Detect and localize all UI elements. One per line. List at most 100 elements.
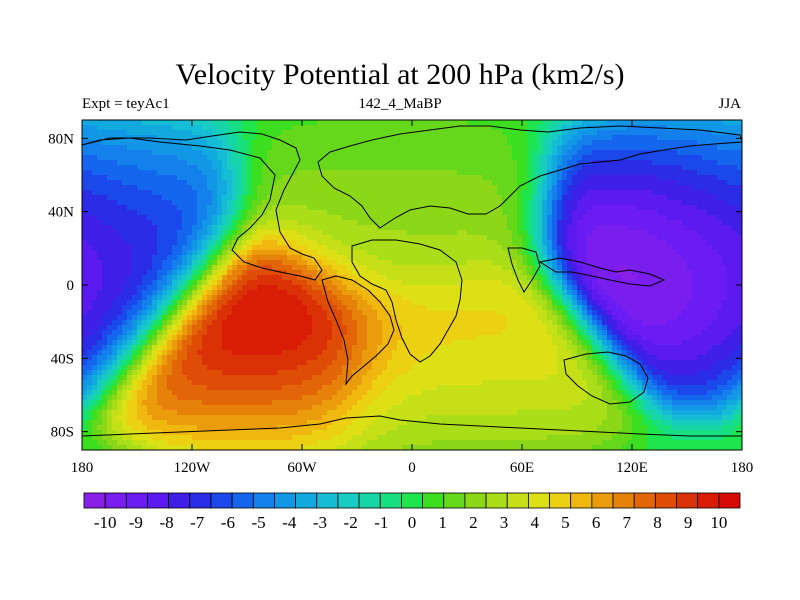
field-cell [397,360,403,366]
field-cell [247,275,253,281]
field-cell [92,300,98,306]
field-cell [227,170,233,176]
field-cell [182,145,188,151]
field-cell [437,140,443,146]
field-cell [372,400,378,406]
field-cell [227,425,233,431]
field-cell [182,350,188,356]
field-cell [97,280,103,286]
field-cell [182,320,188,326]
field-cell [267,400,273,406]
field-cell [102,375,108,381]
field-cell [312,405,318,411]
field-cell [122,310,128,316]
field-cell [237,280,243,286]
field-cell [377,395,383,401]
field-cell [162,365,168,371]
field-cell [177,440,183,446]
field-cell [97,290,103,296]
field-cell [247,415,253,421]
field-cell [327,260,333,266]
field-cell [212,125,218,131]
field-cell [187,125,193,131]
field-cell [217,125,223,131]
field-cell [242,425,248,431]
field-cell [262,325,268,331]
field-cell [432,310,438,316]
field-cell [342,160,348,166]
field-cell [112,430,118,436]
field-cell [382,180,388,186]
field-cell [217,340,223,346]
field-cell [82,300,88,306]
field-cell [92,215,98,221]
field-cell [387,240,393,246]
field-cell [267,135,273,141]
field-cell [157,400,163,406]
field-cell [407,235,413,241]
field-cell [222,190,228,196]
field-cell [262,420,268,426]
field-cell [452,135,458,141]
field-cell [442,255,448,261]
field-cell [287,315,293,321]
field-cell [107,350,113,356]
field-cell [172,230,178,236]
field-cell [262,345,268,351]
field-cell [387,215,393,221]
field-cell [387,280,393,286]
field-cell [112,260,118,266]
field-cell [132,315,138,321]
field-cell [327,415,333,421]
field-cell [337,400,343,406]
field-cell [372,235,378,241]
field-cell [197,390,203,396]
field-cell [197,365,203,371]
field-cell [302,190,308,196]
field-cell [317,185,323,191]
field-cell [137,325,143,331]
field-cell [242,355,248,361]
field-cell [272,445,278,451]
field-cell [292,445,298,451]
field-cell [222,390,228,396]
field-cell [337,325,343,331]
field-cell [307,315,313,321]
field-cell [332,325,338,331]
field-cell [207,320,213,326]
field-cell [152,445,158,451]
field-cell [202,425,208,431]
field-cell [337,155,343,161]
field-cell [242,210,248,216]
field-cell [102,410,108,416]
field-cell [277,170,283,176]
field-cell [227,180,233,186]
field-cell [432,185,438,191]
field-cell [432,140,438,146]
field-cell [122,240,128,246]
field-cell [357,130,363,136]
field-cell [122,395,128,401]
field-cell [192,165,198,171]
field-cell [197,210,203,216]
field-cell [177,395,183,401]
field-cell [172,355,178,361]
field-cell [212,185,218,191]
field-cell [277,325,283,331]
field-cell [112,335,118,341]
field-cell [182,190,188,196]
field-cell [362,440,368,446]
field-cell [277,265,283,271]
field-cell [137,320,143,326]
field-cell [102,305,108,311]
field-cell [127,410,133,416]
field-cell [307,445,313,451]
field-cell [262,330,268,336]
field-cell [307,325,313,331]
field-cell [147,205,153,211]
field-cell [432,370,438,376]
field-cell [387,435,393,441]
field-cell [162,210,168,216]
field-cell [407,215,413,221]
field-cell [232,390,238,396]
